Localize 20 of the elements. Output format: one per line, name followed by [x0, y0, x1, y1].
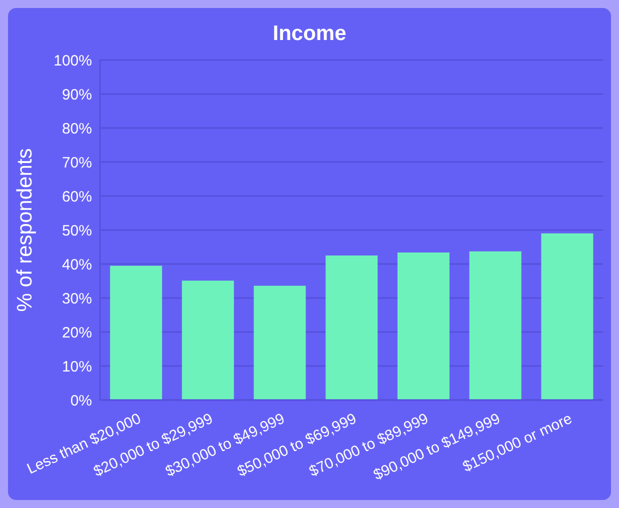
y-tick-label: 10%: [62, 358, 92, 376]
bar: [182, 280, 234, 400]
bar: [326, 256, 378, 400]
bar: [469, 251, 522, 400]
y-tick-label: 20%: [62, 324, 92, 342]
y-tick-label: 30%: [62, 290, 92, 308]
y-tick-label: 0%: [70, 392, 92, 410]
bar: [397, 252, 450, 400]
y-tick-label: 90%: [62, 86, 92, 104]
y-tick-label: 60%: [62, 188, 92, 206]
bar: [541, 233, 594, 400]
bar: [110, 266, 162, 400]
y-tick-label: 40%: [62, 256, 92, 274]
y-tick-label: 100%: [54, 52, 92, 70]
y-tick-label: 80%: [62, 120, 92, 138]
bar: [254, 286, 306, 400]
y-tick-label: 50%: [62, 222, 92, 240]
chart-title: Income: [272, 22, 348, 46]
y-tick-label: 70%: [62, 154, 92, 172]
y-axis-title: % of respondents: [13, 148, 36, 312]
